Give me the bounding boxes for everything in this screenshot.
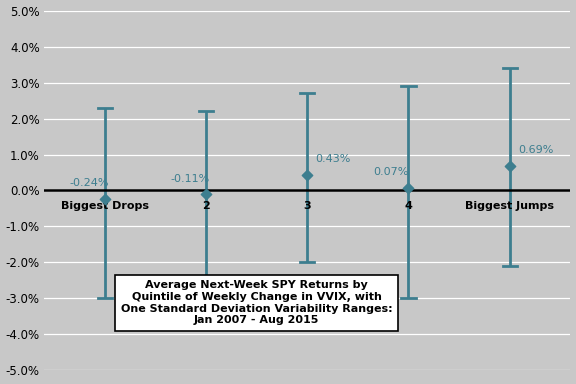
Text: 4: 4 xyxy=(404,201,412,211)
Text: Average Next-Week SPY Returns by
Quintile of Weekly Change in VVIX, with
One Sta: Average Next-Week SPY Returns by Quintil… xyxy=(121,280,392,325)
Text: 3: 3 xyxy=(304,201,311,211)
Point xyxy=(404,185,413,191)
Point xyxy=(505,162,514,169)
Text: 2: 2 xyxy=(202,201,210,211)
Text: Biggest Drops: Biggest Drops xyxy=(60,201,149,211)
Text: Biggest Jumps: Biggest Jumps xyxy=(465,201,554,211)
Text: 0.43%: 0.43% xyxy=(315,154,351,164)
Text: -0.24%: -0.24% xyxy=(69,178,109,188)
Point xyxy=(100,196,109,202)
Text: 0.07%: 0.07% xyxy=(373,167,408,177)
Text: -0.11%: -0.11% xyxy=(170,174,210,184)
Point xyxy=(302,172,312,178)
Point xyxy=(201,191,210,197)
Text: 0.69%: 0.69% xyxy=(518,145,553,155)
